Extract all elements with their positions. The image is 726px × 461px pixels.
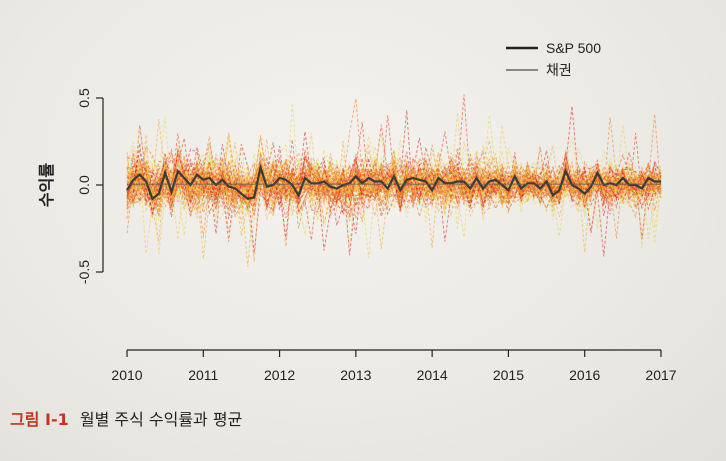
figure-caption: 그림 I-1 월별 주식 수익률과 평균 [10,406,710,430]
stock-return-line [126,115,662,208]
stock-return-line [126,132,662,254]
legend-label: 채권 [546,62,572,78]
x-tick-label: 2012 [264,367,295,383]
sp500-mean-line [126,163,661,201]
stock-return-line [126,151,662,248]
stock-return-line [126,132,662,262]
stock-return-lines [126,94,662,267]
y-tick-label: -0.5 [76,260,92,284]
returns-chart: 2010 2011 2012 2013 2014 2015 2016 2017 -0.5 0.0 0… [37,40,677,383]
stock-return-line [126,139,662,236]
x-tick-label: 2015 [493,367,524,383]
stock-return-line [126,147,662,223]
y-tick-label: 0.0 [76,175,92,195]
x-tick-label: 2010 [111,367,142,383]
stock-return-line [126,150,662,253]
caption-figure-label: 그림 I-1 [10,410,69,429]
stock-return-line [126,131,662,217]
stock-return-line [126,144,662,218]
x-tick-label: 2014 [417,367,448,383]
legend-label: S&P 500 [546,40,601,56]
x-tick-label: 2011 [188,367,218,383]
stock-return-line [126,145,662,247]
stock-return-line [126,112,662,211]
axes: 2010 2011 2012 2013 2014 2015 2016 2017 -0.5 0.0 0… [37,88,677,383]
y-axis-title: 수익률 [37,163,56,207]
stock-return-line [126,162,662,238]
x-tick-label: 2013 [340,367,371,383]
x-tick-label: 2016 [569,367,600,383]
legend: S&P 500 채권 [506,40,601,78]
x-tick-label: 2017 [645,367,676,383]
stock-return-line [126,98,662,238]
stock-return-line [126,143,662,251]
y-tick-label: 0.5 [76,88,92,108]
caption-text: 월별 주식 수익률과 평균 [79,410,243,429]
sp500-mean-line-group [126,163,661,201]
stock-return-line [126,142,662,219]
